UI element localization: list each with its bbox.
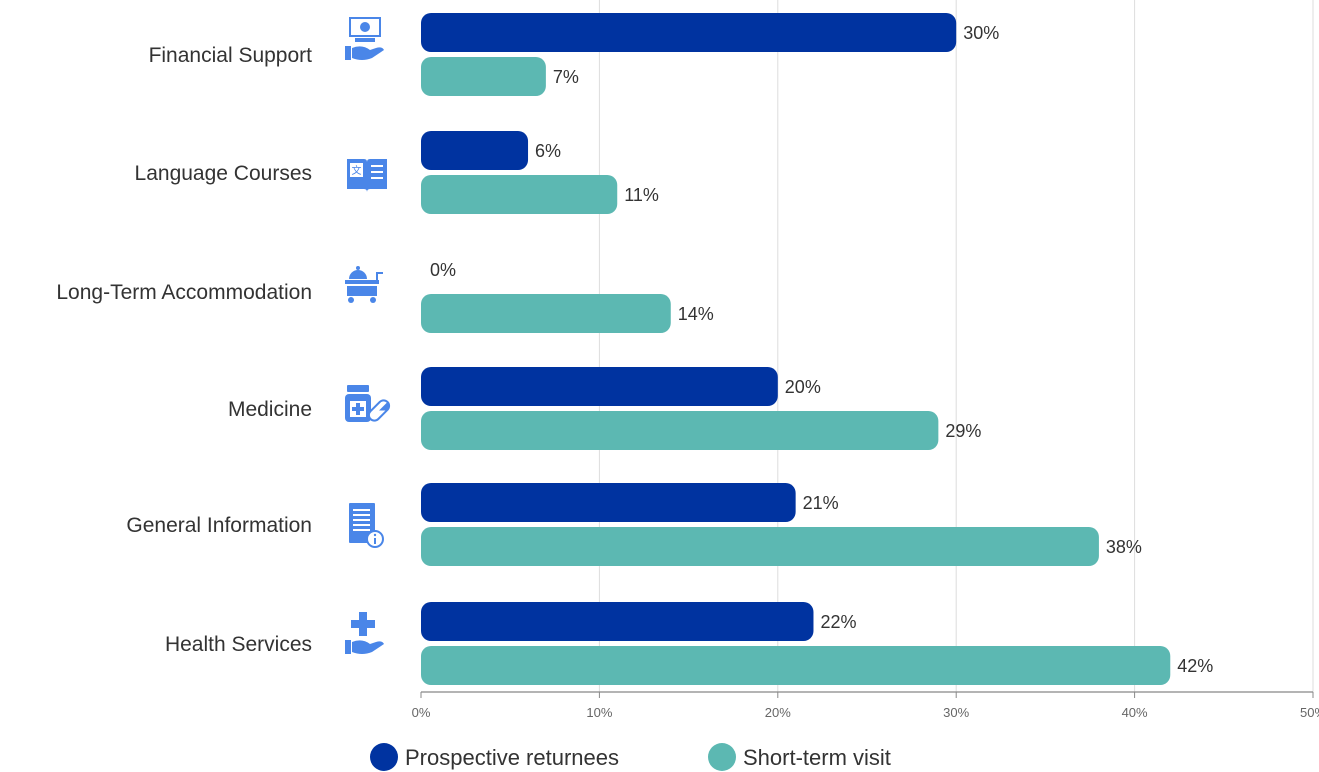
category-icons: 文 [345,17,391,654]
hand-shape [345,640,384,654]
x-tick-label: 20% [765,705,791,720]
hand-cross-icon [345,612,384,654]
category-label: Medicine [228,398,312,421]
book-translate-icon: 文 [347,159,387,192]
bar-short-term-visit [421,411,939,450]
document-line-shape [353,519,370,521]
cloche-shape [349,270,367,279]
book-line-shape [371,171,383,173]
legend-label: Prospective returnees [405,745,619,770]
cart-handle-shape [376,272,383,281]
info-dot-shape [373,533,377,537]
legend-swatch [370,743,398,771]
document-line-shape [353,524,370,526]
document-info-icon [349,503,384,548]
data-label: 30% [963,23,999,43]
legend-item-short-term-visit: Short-term visit [708,743,891,771]
hand-money-icon [345,17,384,60]
cart-top-shape [345,280,379,284]
document-line-shape [353,514,370,516]
bar-prospective-returnees [421,367,778,406]
x-axis: 0% 10% 20% 30% 40% 50% [412,691,1319,720]
data-label: 21% [803,493,839,513]
medicine-pill-icon [345,385,391,422]
book-line-shape [371,177,383,179]
plus-shape [352,403,364,415]
hand-shape [345,46,384,60]
banknote-stack-shape [355,38,375,42]
data-label: 22% [820,612,856,632]
book-line-shape [371,165,383,167]
legend-label: Short-term visit [743,745,891,770]
data-label: 0% [430,260,456,280]
cart-body-shape [347,286,377,296]
data-label: 6% [535,141,561,161]
data-label: 29% [945,421,981,441]
cart-wheel-shape [370,297,376,303]
translate-box-shape [350,163,363,177]
bar-short-term-visit [421,294,671,333]
hotel-cart-icon [345,266,383,303]
bar-prospective-returnees [421,483,796,522]
document-line-shape [353,529,370,531]
cart-wheel-shape [348,297,354,303]
document-line-shape [353,509,370,511]
grid-lines [598,0,1314,692]
category-label: Financial Support [149,44,313,67]
bar-prospective-returnees [421,13,957,52]
data-label: 38% [1106,537,1142,557]
x-tick-label: 30% [943,705,969,720]
info-stem-shape [374,538,376,544]
coin-shape [360,22,370,32]
data-label: 20% [785,377,821,397]
bar-prospective-returnees [421,131,529,170]
legend: Prospective returnees Short-term visit [370,743,891,771]
x-tick-label: 10% [586,705,612,720]
cloche-knob-shape [356,266,360,270]
legend-item-prospective-returnees: Prospective returnees [370,743,619,771]
data-label: 7% [553,67,579,87]
legend-swatch [708,743,736,771]
category-label: General Information [126,514,312,537]
category-labels: Financial Support Language Courses Long-Te… [56,44,312,656]
bar-short-term-visit [421,175,618,214]
bar-short-term-visit [421,57,546,96]
bottle-cap-shape [347,385,369,392]
data-label: 14% [678,304,714,324]
data-label: 11% [624,185,659,205]
bar-prospective-returnees [421,602,814,641]
category-label: Health Services [165,633,312,656]
bars: 30% 6% 0% 20% 21% 22% 7% 11% 14% 29% 38% 42% [421,13,1213,685]
x-tick-label: 0% [412,705,431,720]
bar-short-term-visit [421,646,1171,685]
x-tick-label: 40% [1122,705,1148,720]
x-tick-label: 50% [1300,705,1319,720]
translate-glyph-shape: 文 [352,164,362,177]
bar-short-term-visit [421,527,1099,566]
category-label: Long-Term Accommodation [56,281,312,304]
cross-shape [351,612,375,636]
data-label: 42% [1177,656,1213,676]
category-label: Language Courses [135,162,312,185]
pill-half-shape [379,402,390,411]
